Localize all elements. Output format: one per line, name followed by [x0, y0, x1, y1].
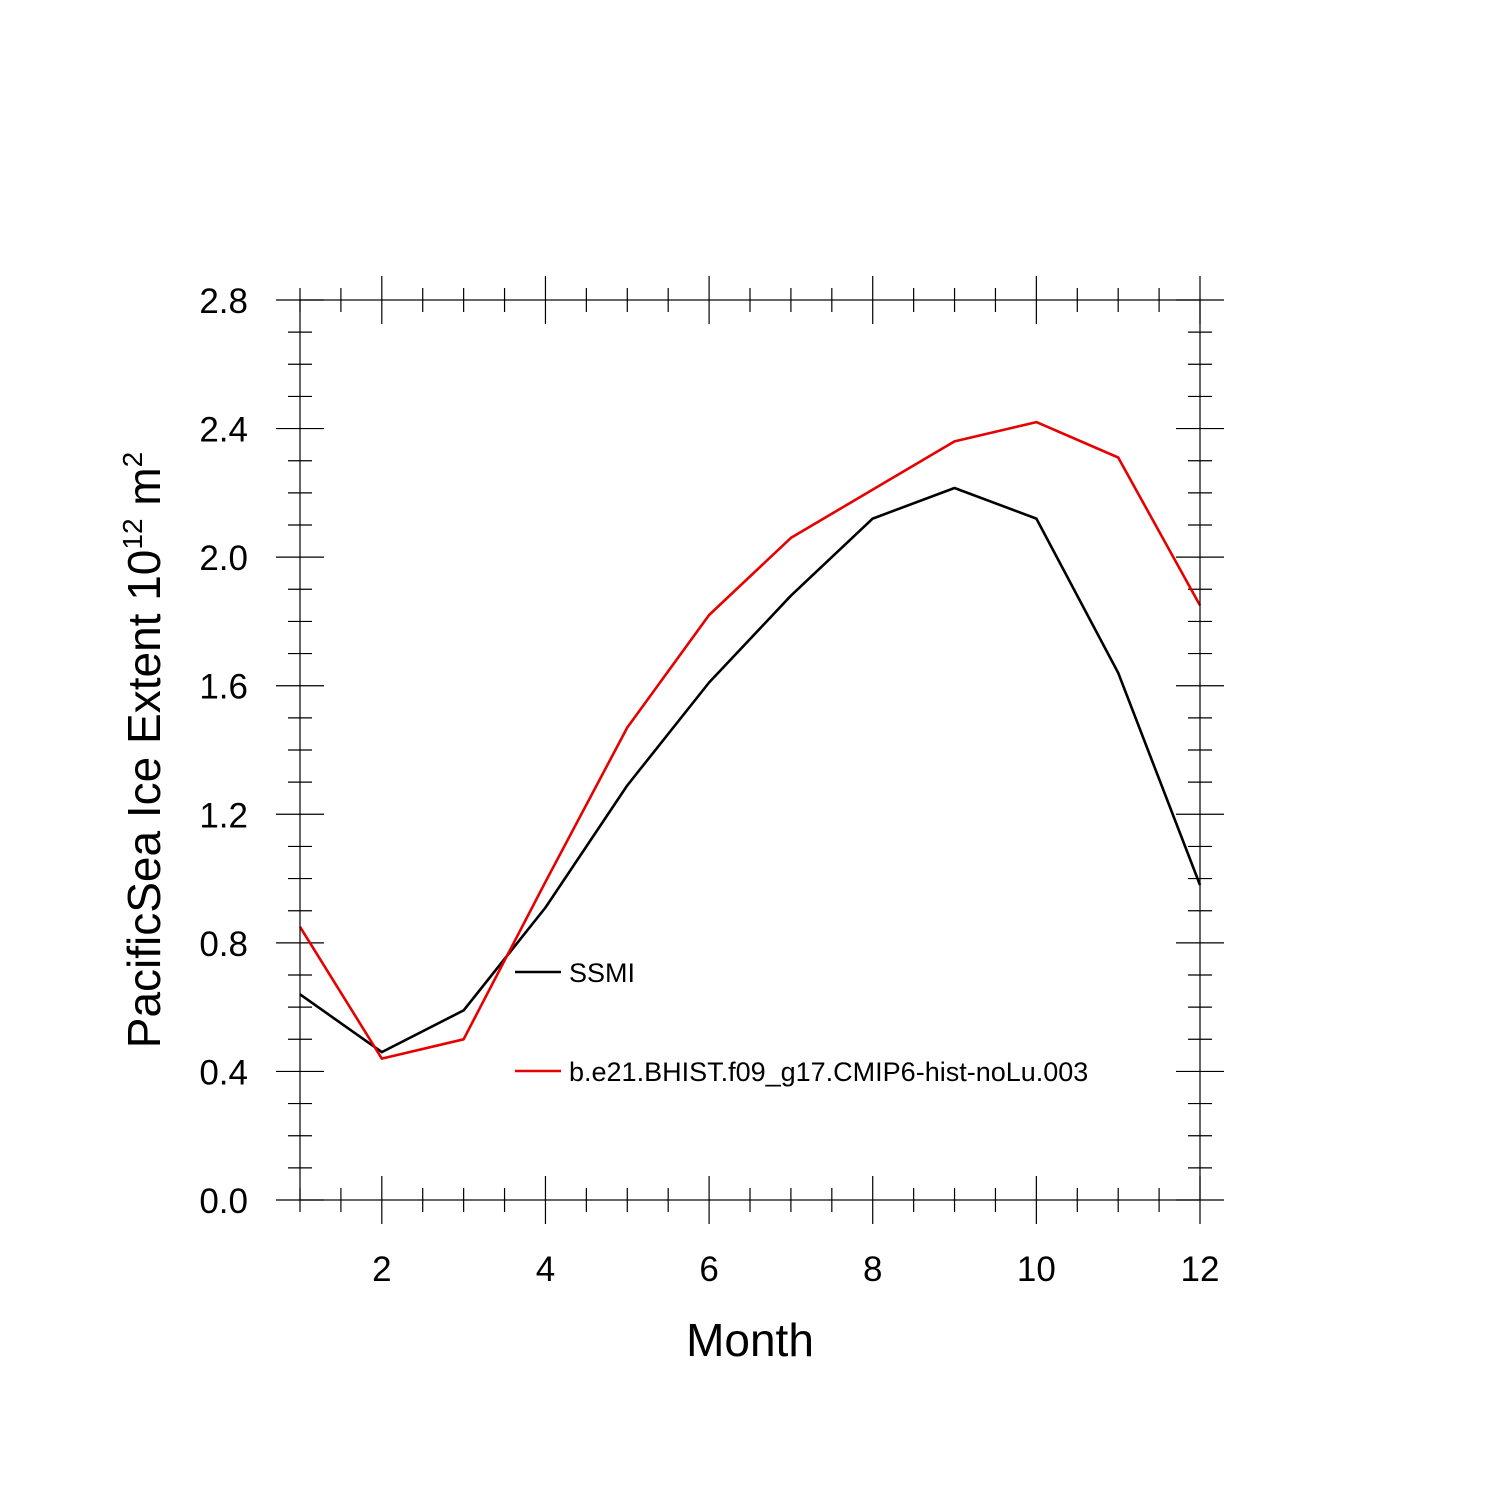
legend: SSMI b.e21.BHIST.f09_g17.CMIP6-hist-noLu.… [515, 958, 1088, 1087]
legend-label-2: b.e21.BHIST.f09_g17.CMIP6-hist-noLu.003 [569, 1057, 1088, 1087]
x-axis-title: Month [686, 1314, 814, 1366]
series-line-1 [299, 486, 1202, 1054]
y-tick-label: 2.4 [199, 411, 248, 450]
y-axis-title-unit-exponent: 2 [117, 452, 148, 468]
x-tick-label: 10 [1017, 1250, 1056, 1289]
y-axis-title: PacificSea Ice Extent 1012 m2 [117, 452, 170, 1048]
tick-labels: 2 4 6 8 10 12 0.0 0.4 0.8 1.2 1.6 2.0 2.4 2.8 [199, 282, 1219, 1289]
plot-frame [299, 299, 1201, 1201]
x-tick-label: 2 [372, 1250, 391, 1289]
legend-label-1: SSMI [569, 958, 635, 988]
y-axis-title-main: PacificSea Ice Extent 10 [118, 550, 170, 1049]
y-tick-label: 0.8 [199, 925, 248, 964]
y-tick-label: 1.2 [199, 796, 248, 835]
y-tick-label: 2.0 [199, 539, 248, 578]
y-tick-label: 1.6 [199, 668, 248, 707]
x-tick-label: 6 [699, 1250, 718, 1289]
series-line-2 [298, 420, 1202, 1060]
y-tick-label: 2.8 [199, 282, 248, 321]
x-tick-label: 8 [863, 1250, 882, 1289]
y-tick-label: 0.0 [199, 1182, 248, 1221]
y-axis-title-exponent: 12 [117, 518, 148, 549]
x-tick-label: 4 [536, 1250, 555, 1289]
y-axis-title-unit: m [118, 467, 170, 518]
y-tick-label: 0.4 [199, 1053, 248, 1092]
x-tick-label: 12 [1181, 1250, 1220, 1289]
series-layer [298, 420, 1202, 1060]
